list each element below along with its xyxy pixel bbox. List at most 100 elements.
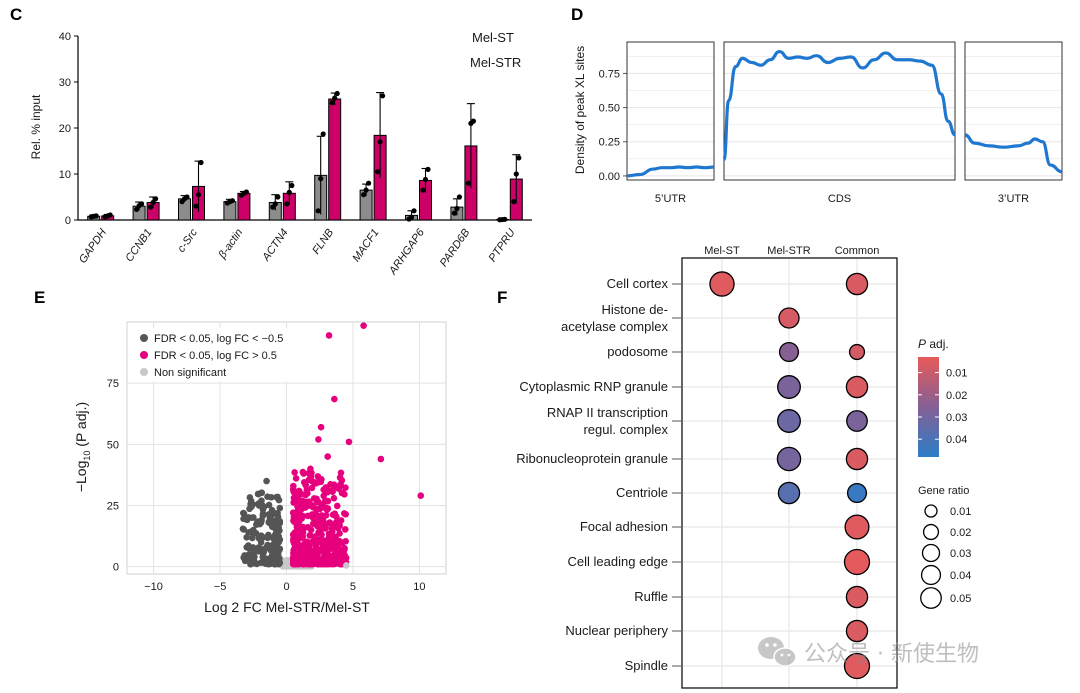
e-point-up (307, 473, 315, 481)
e-point-outlier (325, 332, 333, 339)
f-dot (777, 481, 801, 505)
e-point-down (252, 548, 259, 555)
d-y-tick-label: 0.00 (599, 171, 620, 183)
panel-letter-d: D (571, 5, 583, 24)
f-ratio-tick-label: 0.02 (950, 527, 971, 539)
f-ratio-tick-label: 0.04 (950, 570, 971, 582)
c-data-point (275, 194, 281, 200)
e-point-down (275, 496, 283, 504)
e-point-down (265, 518, 273, 526)
e-point-up (326, 552, 334, 560)
f-term-label-line: Ribonucleoprotein granule (516, 451, 668, 466)
e-point-up (300, 560, 307, 568)
e-legend: FDR < 0.05, log FC < −0.5 FDR < 0.05, log… (134, 328, 309, 382)
c-y-axis-title: Rel. % input (29, 94, 43, 159)
e-point-up (342, 537, 349, 545)
e-point-up (335, 560, 343, 568)
e-point-down (252, 530, 260, 537)
panel-d: D Density of peak XL sites 0.000.250.500… (571, 5, 1063, 205)
e-point-up (290, 488, 298, 496)
c-data-point (408, 214, 415, 220)
f-ratio-legend-circle (921, 543, 941, 563)
c-data-point (329, 100, 335, 106)
f-term-label-line: Spindle (625, 658, 668, 673)
c-x-tick-label: PTPRU (487, 227, 518, 264)
c-data-point (315, 208, 321, 214)
f-ratio-legend-title: Gene ratio (918, 485, 969, 497)
e-point-down (268, 547, 276, 555)
e-point-down (257, 539, 265, 546)
f-term-label: Ruffle (634, 589, 668, 604)
c-plot-area: 0 10 20 30 40 GAPDH CCNB1 c-Src β-actin ACTN4 FLNB… (59, 31, 532, 278)
d-facet-border (723, 41, 956, 181)
e-point-up (333, 502, 341, 510)
c-bar-1 (237, 192, 251, 221)
c-data-point (184, 194, 190, 200)
e-legend-marker (140, 334, 148, 342)
c-data-point (511, 199, 517, 205)
f-term-label: Nuclear periphery (565, 623, 668, 638)
c-data-point (284, 201, 290, 207)
c-data-point (289, 182, 295, 189)
e-point-up (290, 539, 298, 547)
e-point-down (254, 490, 262, 498)
c-data-point (380, 93, 386, 99)
panel-f: F Mel-ST Mel-STR Common Cell cortex Histone … (497, 245, 971, 689)
e-point-down (239, 525, 247, 533)
f-dot (776, 446, 802, 472)
c-x-tick-label: CCNB1 (123, 227, 154, 264)
f-term-label: Focal adhesion (580, 519, 668, 534)
f-term-label: Cytoplasmic RNP granule (519, 379, 668, 394)
e-point-up (300, 470, 307, 477)
f-term-label-line: regul. complex (583, 422, 668, 437)
e-point-outlier (253, 519, 261, 526)
e-point-up (340, 510, 348, 517)
f-term-label-line: Cell cortex (607, 276, 669, 291)
c-y-tick-label: 0 (65, 215, 71, 227)
e-point-up (304, 524, 312, 531)
e-y-tick-label: 0 (113, 562, 119, 574)
e-point-outlier (317, 423, 325, 431)
e-point-up (290, 560, 297, 568)
e-point-down (276, 504, 284, 512)
c-data-point (411, 208, 417, 214)
e-point-up (309, 548, 317, 556)
c-data-point (272, 201, 278, 207)
c-data-point (150, 199, 156, 206)
f-term-label-line: podosome (607, 344, 668, 359)
c-data-point (195, 192, 202, 198)
e-point-down (248, 534, 256, 542)
f-term-label-line: RNAP II transcription (547, 405, 668, 420)
e-point-down (271, 555, 279, 562)
c-data-point (375, 169, 381, 175)
e-point-down (243, 543, 251, 551)
c-data-point (422, 176, 429, 183)
e-point-up (303, 543, 311, 551)
e-point-up (309, 503, 317, 511)
e-point-outlier (345, 438, 353, 446)
e-point-up (305, 558, 312, 566)
e-point-up (334, 524, 342, 532)
f-dot (848, 343, 866, 361)
f-ratio-tick-label: 0.05 (950, 593, 971, 605)
f-term-label-line: Nuclear periphery (565, 623, 668, 638)
c-x-tick-label: FLNB (310, 227, 336, 257)
f-padj-tick-label: 0.04 (946, 434, 967, 446)
d-y-tick-label: 0.25 (599, 137, 620, 149)
f-column-label: Mel-ST (704, 245, 740, 257)
f-term-label: Centriole (616, 485, 668, 500)
c-data-point (425, 166, 431, 172)
e-point-down (259, 550, 267, 557)
d-facet: CDS (722, 41, 956, 205)
e-point-down (274, 549, 282, 557)
e-point-up (329, 511, 337, 518)
e-point-down (265, 501, 273, 509)
c-data-point (93, 213, 99, 219)
e-point-up (324, 488, 331, 496)
f-term-label-line: Cytoplasmic RNP granule (519, 379, 668, 394)
c-legend-mel-str: Mel-STR (470, 55, 521, 70)
c-data-point (139, 201, 145, 207)
e-point-down (263, 533, 270, 541)
e-x-tick-label: −5 (214, 581, 227, 593)
panel-c: C Rel. % input 0 10 20 30 40 GAPDH CCNB1 c-Src β… (10, 5, 532, 278)
